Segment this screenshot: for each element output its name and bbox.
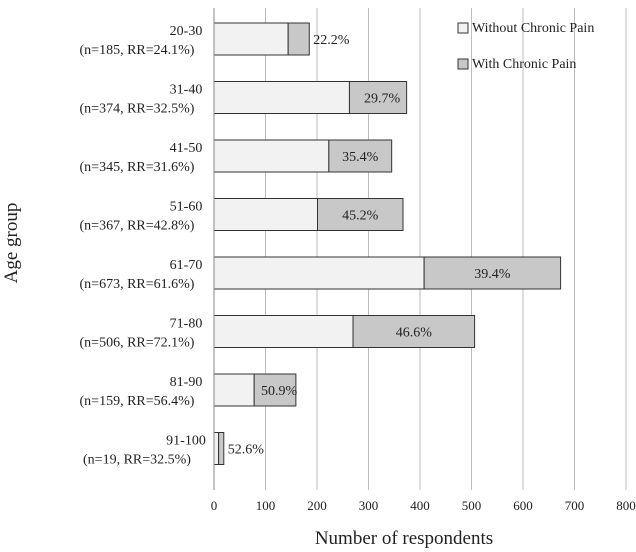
y-axis-title: Age group [1, 203, 22, 284]
bar-with-chronic-pain [328, 139, 393, 173]
bar-without-chronic-pain [213, 432, 220, 465]
x-tick-label: 700 [565, 498, 585, 513]
category-info-label: (n=506, RR=72.1%) [80, 336, 195, 351]
bar-without-chronic-pain [213, 139, 330, 173]
category-age-label: 91-100 [166, 434, 206, 449]
bar-data-label: 46.6% [396, 326, 433, 341]
bar-data-label: 29.7% [364, 92, 401, 107]
legend-swatch-without [457, 22, 469, 34]
category-age-label: 41-50 [170, 141, 203, 156]
category-info-label: (n=19, RR=32.5%) [83, 453, 191, 468]
x-tick-label: 200 [307, 498, 327, 513]
category-info-label: (n=159, RR=56.4%) [80, 394, 195, 409]
legend: Without Chronic Pain With Chronic Pain [457, 21, 594, 72]
legend-swatch-with [457, 58, 469, 70]
category-info-label: (n=345, RR=31.6%) [80, 160, 195, 175]
x-tick-label: 400 [410, 498, 430, 513]
bar-data-label: 45.2% [342, 209, 379, 224]
bar-without-chronic-pain [213, 256, 425, 290]
category-info-label: (n=367, RR=42.8%) [80, 219, 195, 234]
category-labels: 20-30 (n=185, RR=24.1%) 31-40 (n=374, RR=32… [80, 24, 206, 468]
bar-with-chronic-pain [287, 22, 310, 56]
category-age-label: 61-70 [170, 258, 203, 273]
legend-label-with: With Chronic Pain [472, 57, 576, 72]
category-age-label: 51-60 [170, 200, 203, 215]
bar-without-chronic-pain [213, 22, 289, 56]
x-tick-label: 500 [462, 498, 482, 513]
bar-with-chronic-pain [423, 256, 562, 290]
category-info-label: (n=185, RR=24.1%) [80, 43, 195, 58]
x-tick-label: 300 [359, 498, 379, 513]
bar-with-chronic-pain [253, 373, 297, 407]
legend-label-without: Without Chronic Pain [472, 21, 594, 36]
x-tick-label: 0 [211, 498, 218, 513]
bar-with-chronic-pain [352, 315, 476, 348]
gridlines [265, 8, 627, 490]
bar-with-chronic-pain [218, 432, 225, 465]
bar-without-chronic-pain [213, 198, 319, 231]
x-tick-label: 600 [513, 498, 533, 513]
bar-without-chronic-pain [213, 315, 354, 348]
bar-without-chronic-pain [213, 81, 350, 114]
bar-data-label: 50.9% [261, 384, 298, 399]
bar-data-label: 52.6% [228, 443, 265, 458]
bar-without-chronic-pain [213, 373, 255, 407]
x-tick-label: 100 [256, 498, 276, 513]
x-tick-labels: 0 100 200 300 400 500 600 700 800 [211, 498, 636, 513]
bar-data-label: 35.4% [342, 150, 379, 165]
category-age-label: 71-80 [170, 317, 203, 332]
bar-with-chronic-pain [317, 198, 404, 231]
category-age-label: 20-30 [170, 24, 203, 39]
category-info-label: (n=374, RR=32.5%) [80, 102, 195, 117]
x-tick-label: 800 [616, 498, 636, 513]
bar-data-label: 22.2% [313, 33, 350, 48]
x-axis-title: Number of respondents [315, 528, 493, 549]
category-info-label: (n=673, RR=61.6%) [80, 277, 195, 292]
category-age-label: 31-40 [170, 83, 203, 98]
bar-data-label: 39.4% [474, 267, 511, 282]
bars: 22.2% 29.7% 35.4% 45.2% 39.4% 46.6% 50.9% 52.6% [213, 22, 562, 465]
category-age-label: 81-90 [170, 375, 203, 390]
bar-with-chronic-pain [348, 81, 408, 114]
